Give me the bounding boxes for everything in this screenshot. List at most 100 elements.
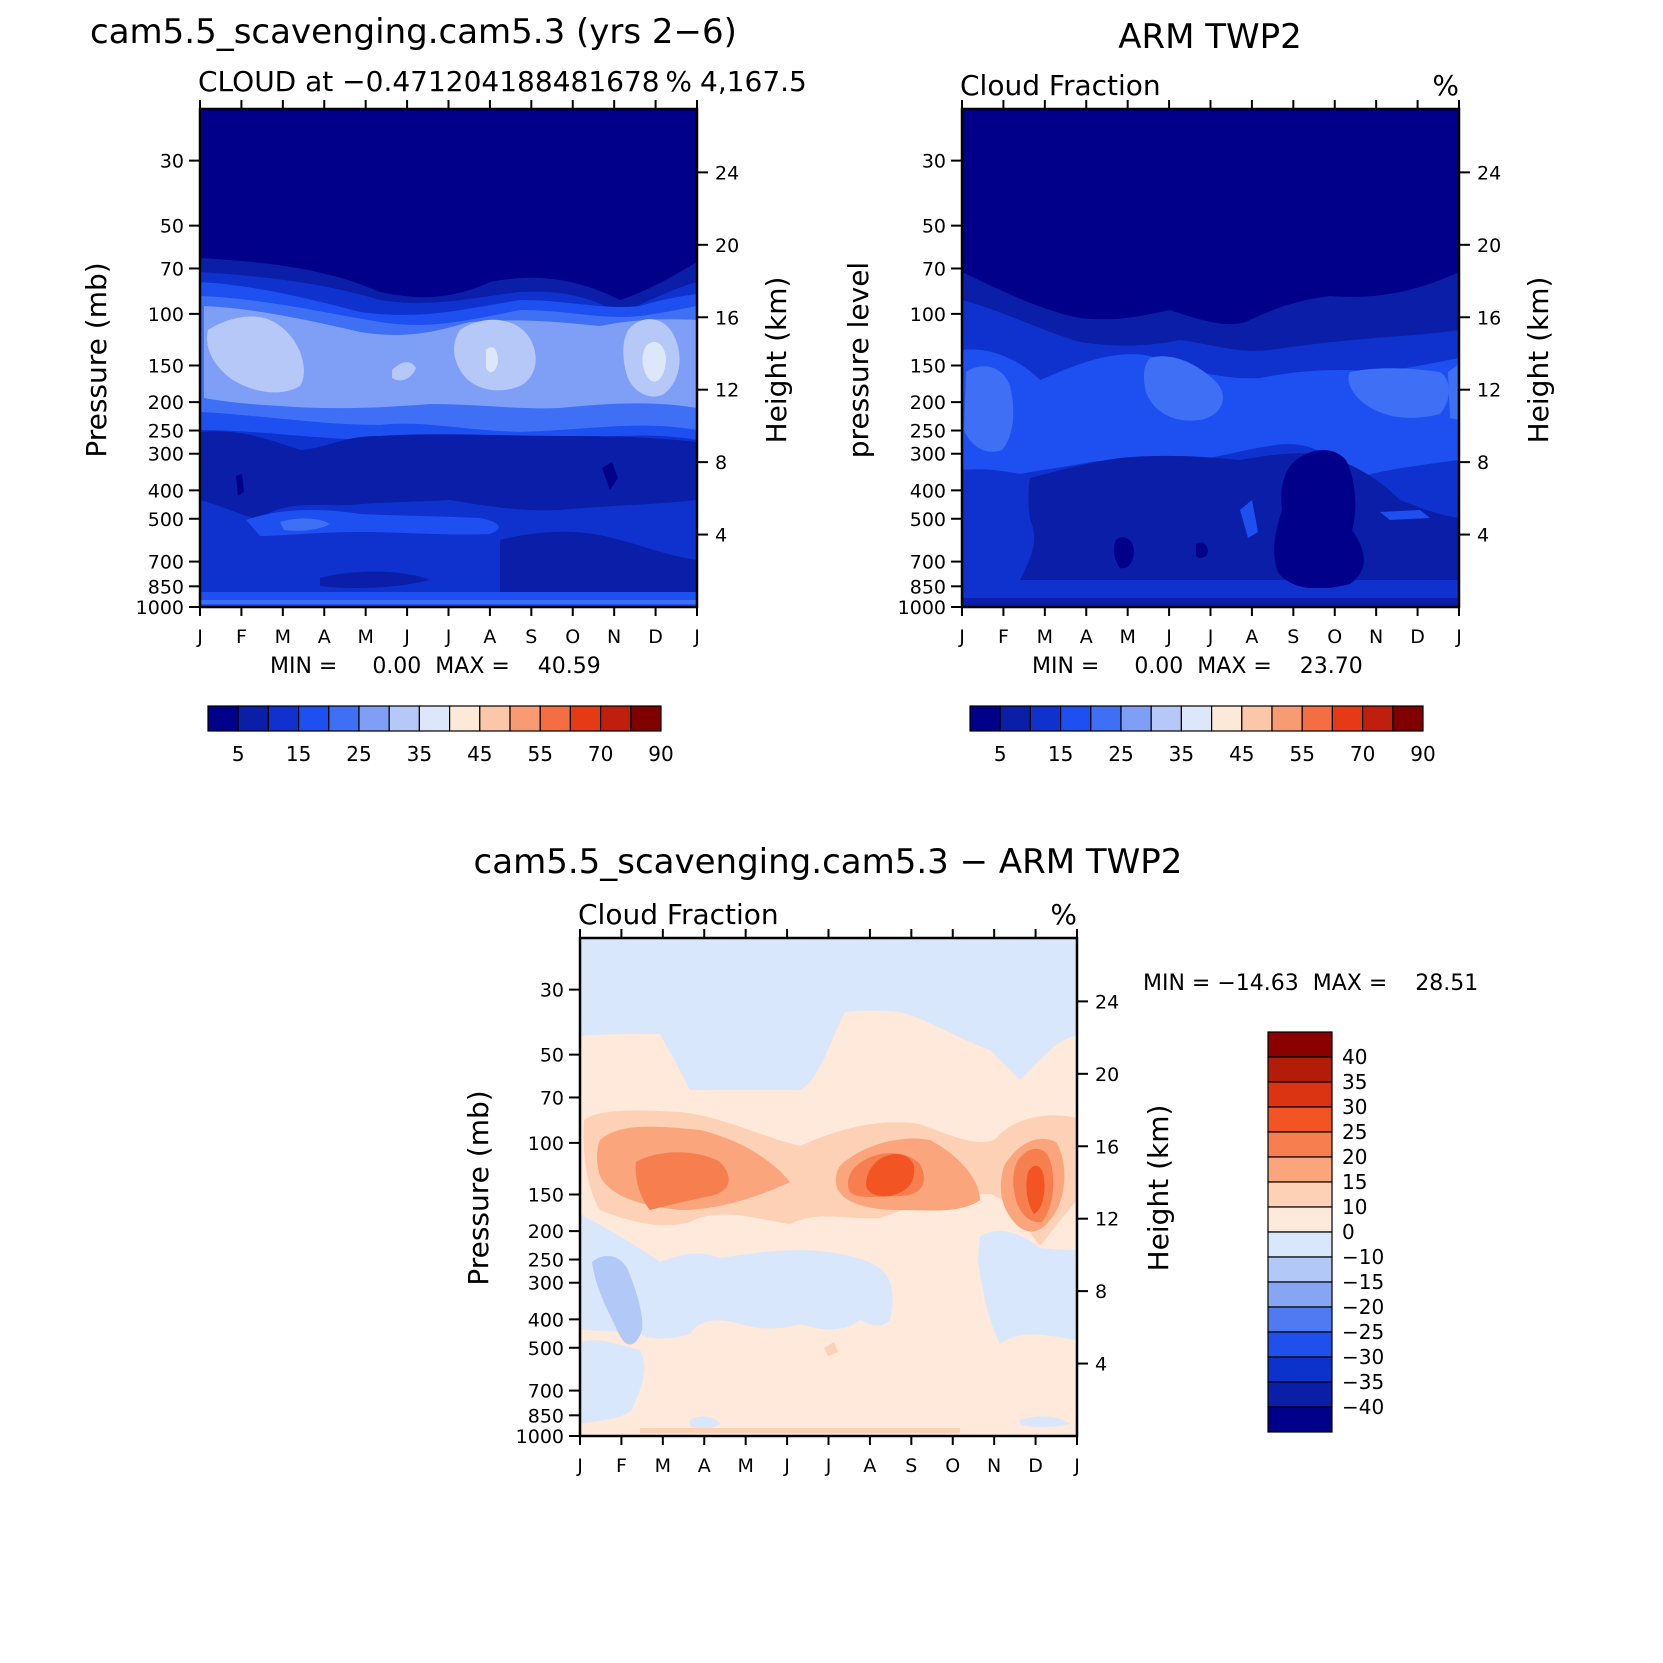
- colorbar-box: [1267, 1056, 1333, 1083]
- colorbar-label: 45: [467, 742, 492, 766]
- x-tick-label: A: [863, 1455, 876, 1477]
- colorbar-box: [999, 705, 1032, 732]
- colorbar-label: −20: [1342, 1295, 1384, 1319]
- y-tick-label: 70: [922, 258, 946, 280]
- panel-obs: ARM TWP2 Cloud Fraction % J F M A M J J A S O N D J 3…: [842, 17, 1555, 766]
- x-tick-label: J: [693, 626, 700, 648]
- colorbar-label: 15: [1342, 1170, 1367, 1194]
- colorbar-box: [267, 705, 300, 732]
- y-tick-label-right: 4: [715, 525, 727, 547]
- y-tick-label: 30: [160, 151, 184, 173]
- y-tick-label: 700: [910, 552, 946, 574]
- colorbar-box: [1267, 1106, 1333, 1133]
- y-tick-label: 150: [910, 355, 946, 377]
- colorbar-label: 15: [286, 742, 311, 766]
- contour-fill-minus10-0: [580, 1214, 893, 1339]
- diff-contour-field: [580, 938, 1077, 1436]
- x-tick-label: S: [525, 626, 537, 648]
- y-tick-label-right: 24: [1095, 991, 1119, 1013]
- panel-variable-label: CLOUD at −0.471204188481678: [198, 65, 660, 98]
- contour-fill-level-5: [1348, 368, 1449, 418]
- panel-variable-coords: 4,167.5: [700, 65, 807, 98]
- model-small-min: [602, 462, 618, 490]
- colorbar-box: [358, 705, 390, 732]
- x-tick-label: D: [1028, 1455, 1043, 1477]
- x-tick-label: A: [483, 626, 496, 648]
- x-tick-label: J: [196, 626, 203, 648]
- x-tick-label: A: [318, 626, 331, 648]
- colorbar-label: −15: [1342, 1270, 1384, 1294]
- colorbar-label: 5: [232, 742, 245, 766]
- y-tick-label: 30: [922, 151, 946, 173]
- contour-fill-minus10-0: [690, 1416, 720, 1429]
- x-tick-label: M: [1119, 626, 1135, 648]
- colorbar-label: 55: [1289, 742, 1314, 766]
- panel-variable-label: Cloud Fraction: [960, 69, 1161, 102]
- colorbar-box: [418, 705, 451, 732]
- x-tick-label: F: [236, 626, 247, 648]
- y-tick-label: 150: [528, 1184, 564, 1206]
- colorbar-box: [1267, 1381, 1333, 1408]
- colorbar-label: 25: [1108, 742, 1133, 766]
- x-tick-label: J: [1165, 626, 1172, 648]
- y-tick-label: 70: [540, 1087, 564, 1109]
- x-tick-label: M: [275, 626, 291, 648]
- colorbar-box: [449, 705, 481, 732]
- y-tick-label-right: 8: [1477, 452, 1489, 474]
- colorbar-label: 20: [1342, 1145, 1367, 1169]
- colorbar-box: [569, 705, 602, 732]
- y-tick-label: 100: [148, 304, 184, 326]
- colorbar-label: 30: [1342, 1095, 1367, 1119]
- obs-low-cloud-min: [1113, 537, 1134, 569]
- x-tick-label: A: [1245, 626, 1258, 648]
- obs-surface-band: [962, 588, 1459, 598]
- y-tick-label: 30: [540, 980, 564, 1002]
- colorbar-box: [1150, 705, 1182, 732]
- y-tick-label: 400: [148, 480, 184, 502]
- panel-units-label: %: [665, 65, 692, 98]
- contour-fill-level-5: [1143, 356, 1223, 421]
- colorbar-box: [1267, 1181, 1333, 1208]
- colorbar-box: [1267, 1306, 1333, 1333]
- contour-fill-level-6: [204, 306, 697, 409]
- x-tick-label: J: [1207, 626, 1214, 648]
- panel-diff: cam5.5_scavenging.cam5.3 − ARM TWP2 Clou…: [462, 842, 1478, 1477]
- y-axis-label-right: Height (km): [1522, 277, 1555, 444]
- colorbar-label: 35: [1342, 1070, 1367, 1094]
- colorbar-box: [1267, 1281, 1333, 1308]
- x-tick-label: A: [698, 1455, 711, 1477]
- obs-low-cloud-patch: [1380, 510, 1430, 520]
- obs-low-cloud-min: [1274, 449, 1364, 589]
- colorbar-label: 25: [346, 742, 371, 766]
- y-tick-label-right: 12: [715, 380, 739, 402]
- model-surface-band: [200, 600, 697, 604]
- model-contour-field: [200, 109, 697, 607]
- y-tick-label: 250: [528, 1250, 564, 1272]
- x-tick-label: N: [607, 626, 621, 648]
- y-tick-label-right: 20: [1095, 1064, 1119, 1086]
- y-tick-label: 400: [528, 1309, 564, 1331]
- y-tick-label-right: 4: [1477, 525, 1489, 547]
- colorbar-box: [539, 705, 572, 732]
- contour-fill-level-5: [964, 366, 1014, 452]
- colorbar: 5 15 25 35 45 55 70 90: [969, 705, 1436, 766]
- colorbar-box: [509, 705, 541, 732]
- colorbar-box: [298, 705, 330, 732]
- y-tick-label: 700: [528, 1381, 564, 1403]
- y-tick-label: 150: [148, 355, 184, 377]
- model-surface-band: [200, 592, 697, 607]
- colorbar-label: 35: [1169, 742, 1194, 766]
- y-tick-label-right: 4: [1095, 1354, 1107, 1376]
- y-tick-label-right: 8: [1095, 1281, 1107, 1303]
- model-midlevel-low-cloud: [200, 431, 697, 520]
- colorbar-box: [1361, 705, 1394, 732]
- y-tick-label: 1000: [516, 1426, 564, 1448]
- y-tick-label: 100: [910, 304, 946, 326]
- colorbar-box: [1029, 705, 1062, 732]
- colorbar-box: [1090, 705, 1122, 732]
- obs-contour-field: [962, 109, 1459, 607]
- y-tick-label: 50: [160, 216, 184, 238]
- colorbar-box: [1267, 1331, 1333, 1358]
- colorbar-box: [1180, 705, 1213, 732]
